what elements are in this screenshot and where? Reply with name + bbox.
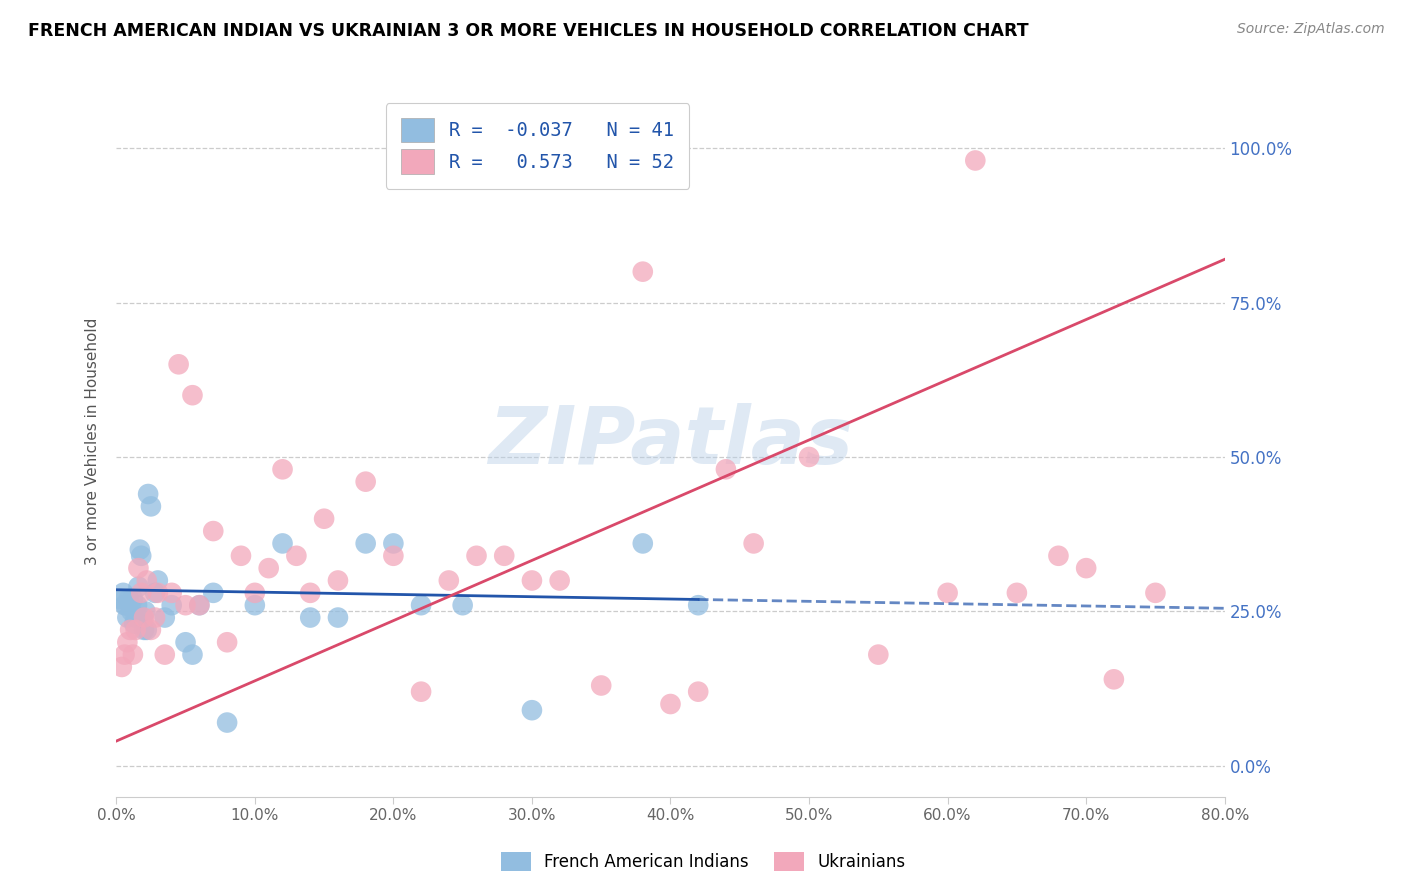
Point xyxy=(153,648,176,662)
Point xyxy=(217,715,239,730)
Point xyxy=(409,598,432,612)
Point xyxy=(132,610,155,624)
Point xyxy=(125,598,148,612)
Point xyxy=(465,549,488,563)
Point xyxy=(742,536,765,550)
Point xyxy=(112,586,135,600)
Point xyxy=(167,357,190,371)
Point xyxy=(127,580,149,594)
Text: ZIPatlas: ZIPatlas xyxy=(488,402,853,481)
Point xyxy=(797,450,820,464)
Point xyxy=(437,574,460,588)
Point xyxy=(160,586,183,600)
Point xyxy=(1005,586,1028,600)
Point xyxy=(202,524,225,538)
Point xyxy=(965,153,987,168)
Point xyxy=(129,549,152,563)
Point xyxy=(135,623,157,637)
Point xyxy=(271,462,294,476)
Point xyxy=(117,610,139,624)
Point xyxy=(127,561,149,575)
Point xyxy=(181,388,204,402)
Point xyxy=(134,604,156,618)
Point xyxy=(631,265,654,279)
Point xyxy=(129,586,152,600)
Point xyxy=(299,586,322,600)
Point xyxy=(181,648,204,662)
Point xyxy=(124,616,146,631)
Point xyxy=(120,598,142,612)
Point xyxy=(1076,561,1098,575)
Point xyxy=(229,549,252,563)
Point xyxy=(188,598,211,612)
Point xyxy=(111,660,134,674)
Point xyxy=(124,610,146,624)
Point xyxy=(121,604,143,618)
Point xyxy=(314,512,336,526)
Point xyxy=(257,561,280,575)
Point xyxy=(143,586,166,600)
Point xyxy=(139,623,162,637)
Point xyxy=(188,598,211,612)
Point xyxy=(114,598,136,612)
Point xyxy=(299,610,322,624)
Point xyxy=(136,487,159,501)
Y-axis label: 3 or more Vehicles in Household: 3 or more Vehicles in Household xyxy=(86,318,100,566)
Point xyxy=(659,697,682,711)
Point xyxy=(174,598,197,612)
Point xyxy=(153,610,176,624)
Point xyxy=(139,500,162,514)
Point xyxy=(382,549,405,563)
Point xyxy=(122,648,145,662)
Point xyxy=(548,574,571,588)
Point xyxy=(132,623,155,637)
Point xyxy=(1102,673,1125,687)
Point xyxy=(114,648,136,662)
Point xyxy=(128,542,150,557)
Point xyxy=(271,536,294,550)
Point xyxy=(409,684,432,698)
Point xyxy=(631,536,654,550)
Text: Source: ZipAtlas.com: Source: ZipAtlas.com xyxy=(1237,22,1385,37)
Point xyxy=(520,703,543,717)
Point xyxy=(326,574,349,588)
Point xyxy=(217,635,239,649)
Point xyxy=(120,623,142,637)
Point xyxy=(326,610,349,624)
Legend: French American Indians, Ukrainians: French American Indians, Ukrainians xyxy=(492,843,914,880)
Point xyxy=(520,574,543,588)
Point xyxy=(285,549,308,563)
Point xyxy=(354,536,377,550)
Point xyxy=(354,475,377,489)
Point xyxy=(243,598,266,612)
Point xyxy=(1047,549,1070,563)
Point xyxy=(115,598,138,612)
Point xyxy=(936,586,959,600)
Point xyxy=(494,549,516,563)
Point xyxy=(202,586,225,600)
Point xyxy=(117,635,139,649)
Point xyxy=(146,574,169,588)
Point xyxy=(688,598,710,612)
Point xyxy=(591,678,613,692)
Point xyxy=(135,574,157,588)
Point xyxy=(1144,586,1167,600)
Legend: R =  -0.037   N = 41, R =   0.573   N = 52: R = -0.037 N = 41, R = 0.573 N = 52 xyxy=(385,103,689,188)
Point xyxy=(243,586,266,600)
Point xyxy=(110,592,132,607)
Text: FRENCH AMERICAN INDIAN VS UKRAINIAN 3 OR MORE VEHICLES IN HOUSEHOLD CORRELATION : FRENCH AMERICAN INDIAN VS UKRAINIAN 3 OR… xyxy=(28,22,1029,40)
Point xyxy=(146,586,169,600)
Point xyxy=(131,610,153,624)
Point xyxy=(118,592,141,607)
Point xyxy=(122,592,145,607)
Point xyxy=(143,610,166,624)
Point xyxy=(868,648,890,662)
Point xyxy=(714,462,737,476)
Point xyxy=(124,623,146,637)
Point xyxy=(174,635,197,649)
Point xyxy=(451,598,474,612)
Point xyxy=(382,536,405,550)
Point xyxy=(688,684,710,698)
Point xyxy=(160,598,183,612)
